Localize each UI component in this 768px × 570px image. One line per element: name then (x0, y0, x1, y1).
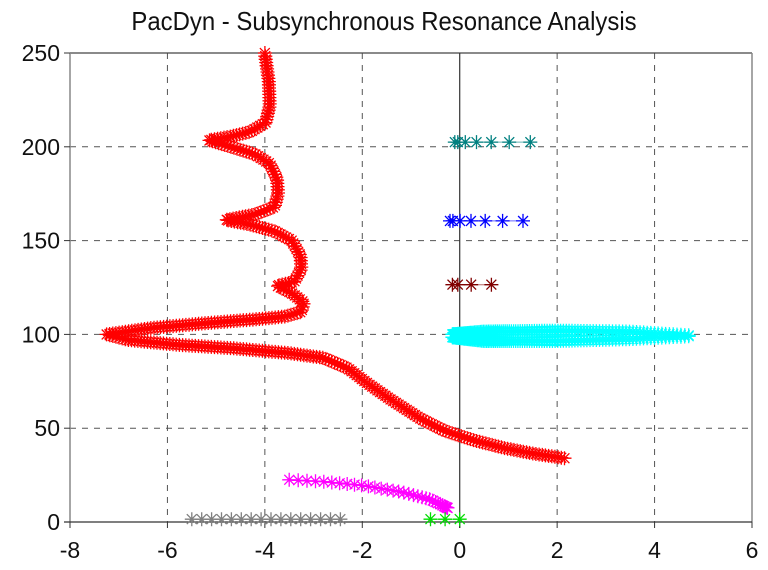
series-gray-mode (184, 512, 348, 527)
series-line (452, 335, 689, 342)
x-tick-label: -4 (255, 537, 276, 563)
y-tick-label: 200 (22, 134, 60, 160)
series-green-mode (423, 512, 467, 527)
y-tick-label: 150 (22, 228, 60, 254)
x-tick-label: 4 (648, 537, 661, 563)
series-teal-mode (447, 135, 538, 150)
series-magenta-locus (282, 472, 455, 515)
tick-labels: -8 -6 -4 -2 0 2 4 6 0 50 100 150 200 250 (22, 40, 759, 563)
series-line (106, 52, 565, 459)
y-tick-label: 250 (22, 40, 60, 66)
x-tick-label: 0 (453, 537, 466, 563)
series-cyan-lower (445, 329, 696, 348)
data-point (440, 500, 455, 515)
x-tick-label: 2 (551, 537, 564, 563)
y-tick-label: 50 (34, 415, 60, 441)
gridlines (70, 53, 752, 522)
series-red-locus (99, 46, 572, 466)
y-tick-label: 0 (47, 509, 60, 535)
x-tick-label: 6 (746, 537, 759, 563)
x-tick-label: -2 (352, 537, 372, 563)
y-tick-label: 100 (22, 321, 60, 347)
series-group (99, 46, 696, 527)
axes (64, 52, 753, 528)
x-tick-label: -6 (157, 537, 177, 563)
series-line (289, 479, 448, 509)
series-darkred-mode (445, 277, 499, 292)
chart-title: PacDyn - Subsynchronous Resonance Analys… (131, 6, 637, 36)
x-tick-label: -8 (60, 537, 80, 563)
series-blue-mode (443, 213, 530, 228)
